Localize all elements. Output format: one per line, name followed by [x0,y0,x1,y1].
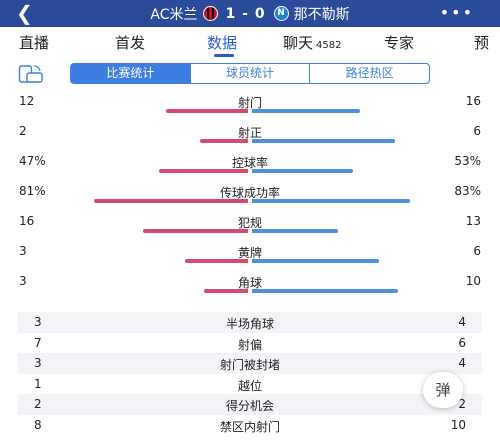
home-value: 47% [19,154,46,168]
stat-row: 2 射正 6 [0,124,500,154]
stat-label: 犯规 [237,216,262,230]
scoreline: AC米兰 1 - 0 那不勒斯 [0,0,500,27]
stat-label: 射门 [237,96,262,110]
stat-label: 射门被封堵 [219,358,280,372]
stats-subtabs: 比赛统计 球员统计 路径热区 [70,63,430,84]
home-value: 2 [19,124,27,138]
stat-row: 3 黄牌 6 [0,244,500,274]
home-bar [159,169,248,173]
home-value: 7 [34,335,42,350]
home-value: 3 [19,244,27,258]
away-bar [252,139,395,143]
stat-row: 81% 传球成功率 83% [0,184,500,214]
stat-row: 12 射门 16 [0,94,500,124]
active-tab-indicator [214,54,234,57]
tab-chat-label: 聊天 [283,34,314,52]
tab-lineup[interactable]: 首发 [115,34,146,52]
landscape-phone-icon[interactable] [18,64,44,84]
stat-row: 16 犯规 13 [0,214,500,244]
away-value: 10 [465,274,481,288]
table-row: 7 射偏 6 [18,333,482,354]
stat-label: 禁区内射门 [219,419,280,434]
away-value: 4 [458,356,466,370]
stat-label: 射偏 [237,337,262,352]
danmu-toggle-button[interactable]: 弹 [423,372,463,408]
home-team-name: AC米兰 [150,6,198,23]
away-value: 2 [458,397,466,411]
away-value: 4 [458,315,466,329]
table-row: 3 半场角球 4 [18,312,482,333]
extra-stats-table: 3 半场角球 4 7 射偏 6 3 射门被封堵 4 1 越位 2 得分机会 2 … [18,312,482,435]
away-value: 6 [458,335,466,350]
home-value: 3 [19,274,27,288]
stat-label: 越位 [237,378,262,393]
stat-label: 控球率 [231,156,268,170]
away-value: 83% [454,184,481,198]
away-value: 6 [473,124,481,138]
away-value: 6 [473,244,481,258]
away-bar [252,109,360,113]
tab-chat[interactable]: 聊天 4582 [283,32,341,53]
subtab-heatmap[interactable]: 路径热区 [309,64,429,83]
home-bar [204,289,248,293]
tab-experts[interactable]: 专家 [384,34,415,52]
tab-prediction[interactable]: 预 [474,34,490,52]
subtab-match-stats[interactable]: 比赛统计 [71,64,190,83]
away-value: 53% [454,154,481,168]
away-bar [252,289,398,293]
napoli-logo-icon [273,6,289,21]
home-value: 12 [19,94,35,108]
chat-count-badge: 4582 [316,40,342,51]
subtab-player-stats[interactable]: 球员统计 [189,64,310,83]
away-bar [252,229,338,233]
back-arrow-icon[interactable]: ❮ [16,1,33,25]
more-options-icon[interactable]: ••• [439,3,474,22]
home-bar [143,229,248,233]
home-bar [185,259,248,263]
away-value: 10 [450,417,466,432]
away-value: 16 [465,94,481,108]
match-header: ❮ AC米兰 1 - 0 那不勒斯 ••• [0,0,500,27]
home-value: 3 [34,356,42,370]
home-value: 1 [34,376,42,391]
stat-label: 射正 [237,126,262,140]
stat-label: 半场角球 [225,317,274,331]
away-team-name: 那不勒斯 [293,6,350,23]
tab-live[interactable]: 直播 [19,34,50,52]
table-row: 2 得分机会 2 [18,394,482,415]
home-bar [200,139,248,143]
home-bar [166,109,248,113]
home-value: 3 [34,315,42,329]
away-value: 13 [465,214,481,228]
home-value: 81% [19,184,46,198]
away-bar [252,169,353,173]
stat-row: 47% 控球率 53% [0,154,500,184]
stat-label: 传球成功率 [219,186,280,200]
table-row: 1 越位 [18,374,482,395]
stat-label: 角球 [237,276,262,290]
away-bar [252,199,410,203]
ac-milan-logo-icon [202,6,218,21]
home-bar [94,199,248,203]
stat-row: 3 角球 10 [0,274,500,304]
table-row: 8 禁区内射门 10 [18,415,482,436]
tab-data[interactable]: 数据 [207,34,238,52]
main-tabs: 直播 首发 数据 聊天 4582 专家 预 [0,27,500,57]
home-value: 16 [19,214,35,228]
stat-label: 得分机会 [225,399,274,413]
home-value: 2 [34,397,42,411]
table-row: 3 射门被封堵 4 [18,353,482,374]
away-bar [252,259,379,263]
home-value: 8 [34,417,42,432]
stat-label: 黄牌 [237,246,262,260]
match-score: 1 - 0 [225,5,266,22]
